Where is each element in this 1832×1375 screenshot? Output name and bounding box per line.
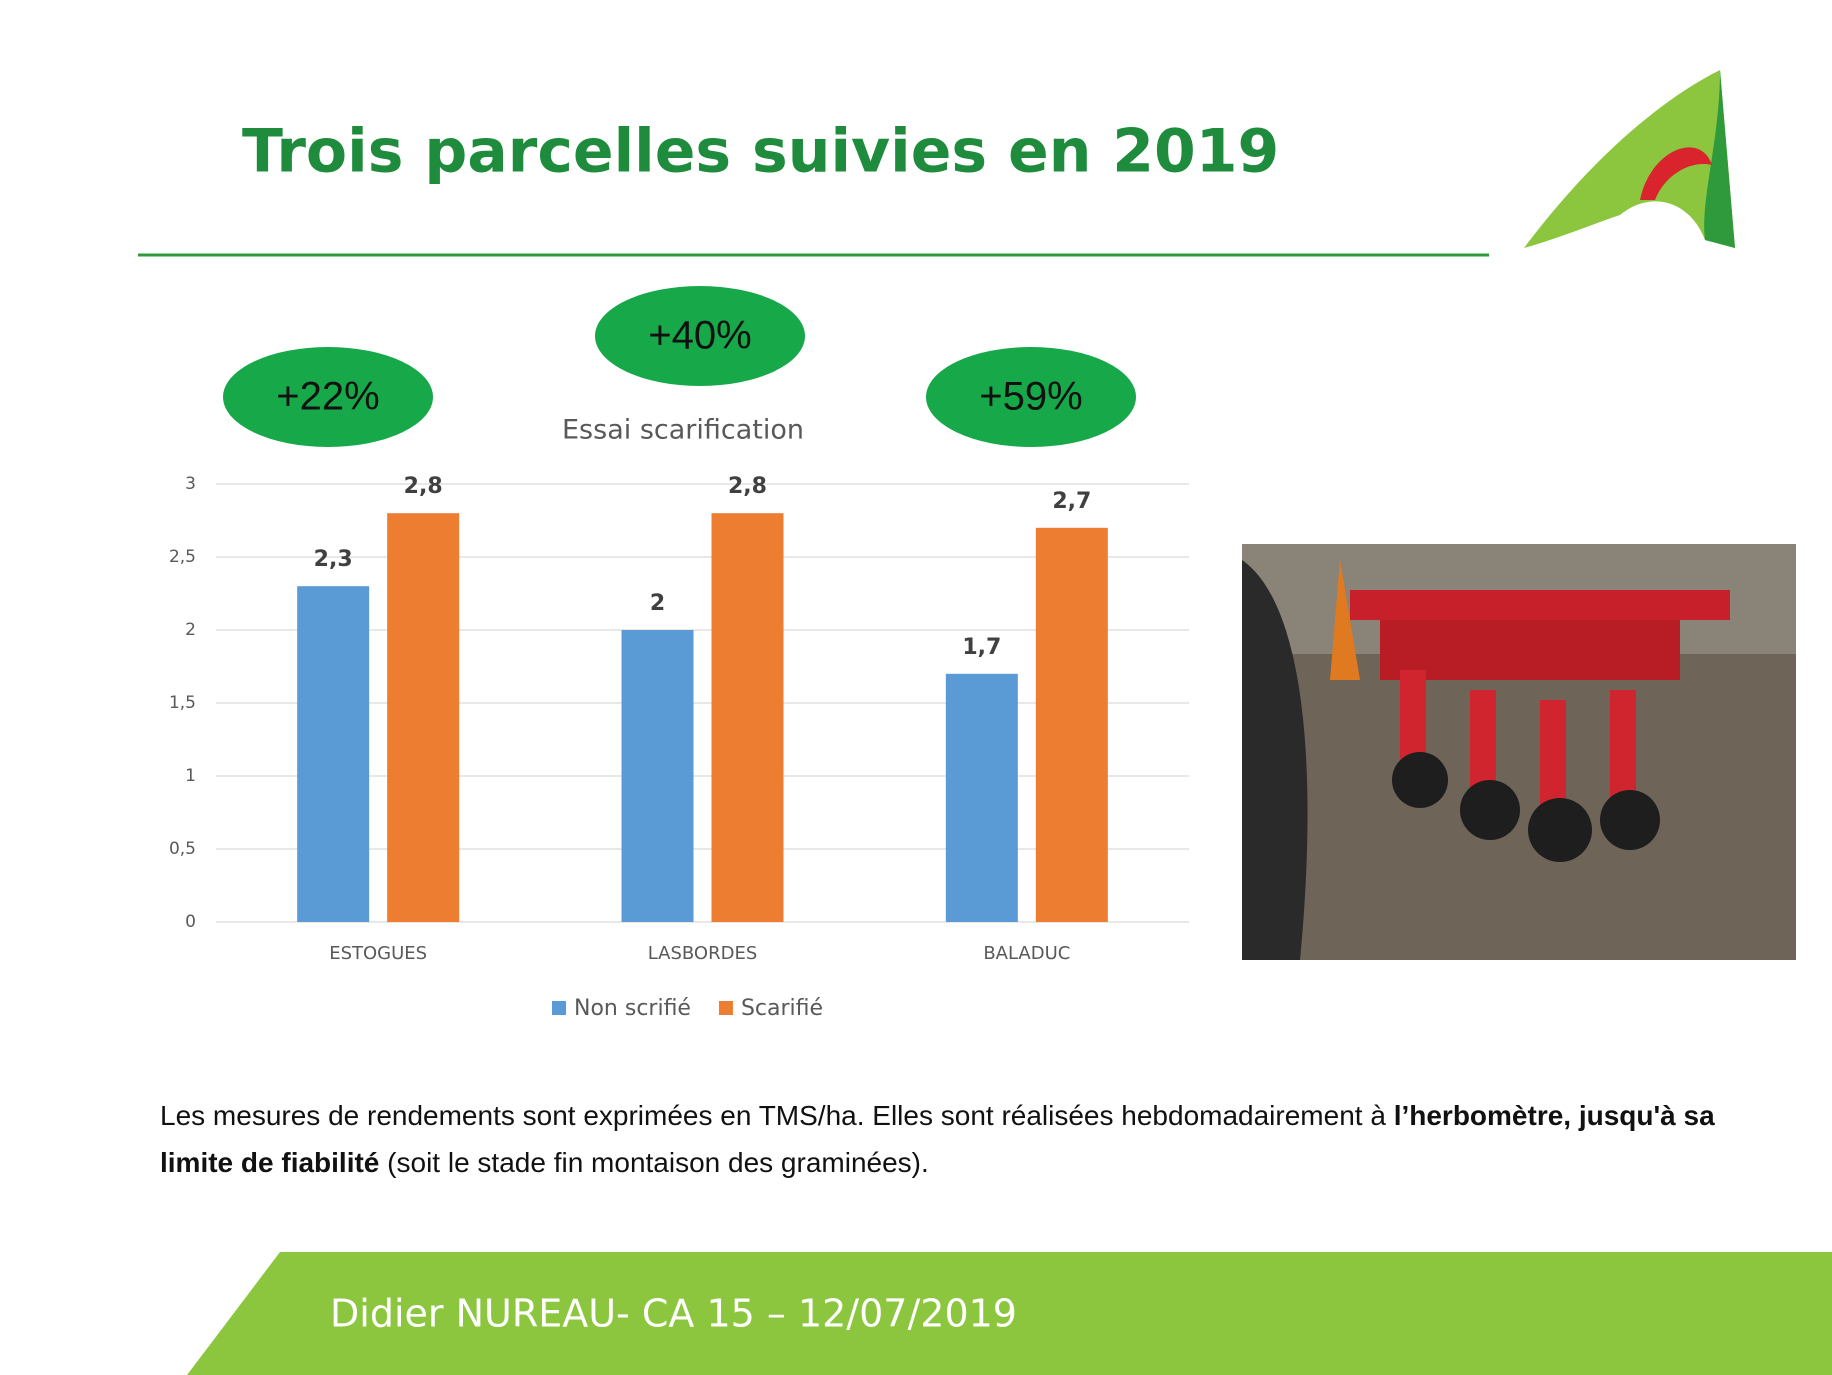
x-tick-label: BALADUC [983, 943, 1070, 964]
annotation-text: +22% [276, 375, 379, 419]
y-tick-label: 0,5 [169, 839, 196, 859]
legend-label: Scarifié [741, 996, 823, 1021]
bar [387, 513, 460, 922]
text: Les mesures de rendements sont exprimées… [160, 1100, 1394, 1131]
legend-swatch [718, 1001, 733, 1015]
bar [1035, 527, 1108, 922]
value-label: 2,7 [1052, 489, 1091, 514]
y-tick-label: 1 [185, 766, 196, 786]
footer-band [187, 1252, 1832, 1375]
text: (soit le stade fin montaison des graminé… [379, 1147, 929, 1178]
value-label: 2,8 [728, 474, 767, 499]
value-label: 2,8 [404, 474, 443, 499]
x-tick-label: LASBORDES [648, 943, 758, 964]
chart: Essai scarification 0 0,5 1 1,5 2 2,5 3 ESTOGUES… [169, 415, 1189, 1021]
slide-title: Trois parcelles suivies en 2019 [242, 117, 1279, 187]
y-tick-label: 3 [185, 474, 196, 494]
footer-text: Didier NUREAU- CA 15 – 12/07/2019 [330, 1292, 1017, 1336]
photo [1242, 544, 1796, 960]
y-tick-label: 1,5 [169, 693, 196, 713]
y-tick-label: 2 [185, 620, 196, 640]
bar [945, 673, 1018, 922]
body-text: Les mesures de rendements sont exprimées… [160, 1092, 1780, 1186]
bold-text: l’herbomètre, jusqu'à sa limite de fiabi… [160, 1100, 1715, 1178]
value-label: 2,3 [314, 547, 353, 572]
annotation-text: +59% [979, 375, 1082, 419]
legend-label: Non scrifié [574, 996, 691, 1021]
y-tick-label: 2,5 [169, 547, 196, 567]
logo [1524, 70, 1735, 248]
annotation-text: +40% [648, 314, 751, 358]
x-tick-label: ESTOGUES [329, 943, 427, 964]
annotation-bubble [595, 286, 805, 386]
chart-title: Essai scarification [562, 415, 804, 446]
bar [621, 630, 694, 922]
bar [297, 586, 370, 922]
y-tick-label: 0 [185, 912, 196, 932]
value-label: 2 [650, 591, 665, 616]
bar [711, 513, 784, 922]
legend-swatch [552, 1001, 566, 1015]
annotation-bubble [926, 347, 1136, 447]
value-label: 1,7 [962, 635, 1001, 660]
annotation-bubble [223, 347, 433, 447]
